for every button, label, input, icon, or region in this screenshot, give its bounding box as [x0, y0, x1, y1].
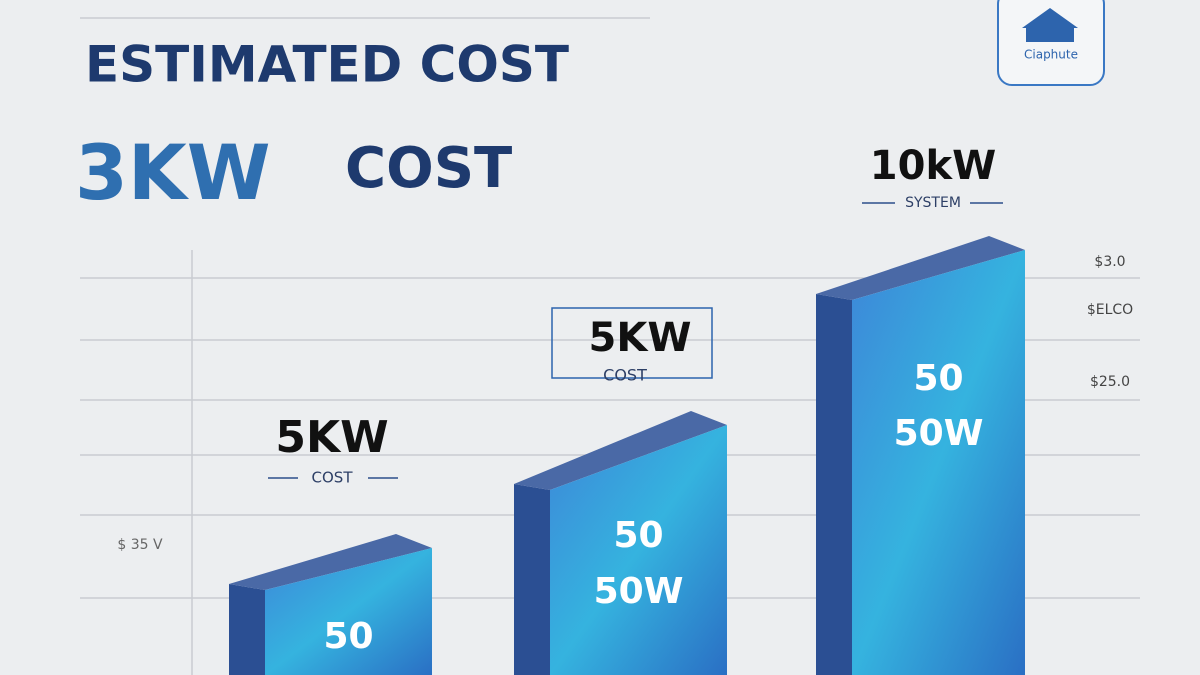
label-box: [551, 307, 713, 379]
bar-text: 50: [613, 515, 663, 556]
title: ESTIMATED COST: [85, 36, 569, 94]
caption-lines: [268, 202, 1003, 479]
size-label: 3KW: [75, 128, 271, 217]
bar-top: [514, 411, 727, 490]
bar-caption: SYSTEM: [905, 195, 961, 211]
price-label: $ 35 V: [117, 537, 163, 553]
bar-front: [550, 425, 727, 675]
bar-side: [229, 584, 265, 675]
bar-front: [265, 548, 432, 675]
bar-top: [229, 534, 432, 590]
bar-heading: 5KW: [589, 315, 692, 361]
logo: Ciaphute: [997, 0, 1105, 86]
price-label: $25.0: [1090, 374, 1130, 390]
bar-caption: COST: [603, 366, 647, 385]
bar-caption: COST: [312, 469, 354, 487]
logo-text: Ciaphute: [1024, 48, 1078, 62]
bar-side: [816, 294, 852, 675]
cost-label: COST: [345, 136, 512, 201]
price-label: $ELCO: [1087, 302, 1133, 318]
bar-text: 50W: [594, 571, 684, 612]
bar-text: 50: [323, 616, 373, 657]
bar-heading: 5KW: [275, 412, 388, 463]
bar-side: [514, 484, 550, 675]
bar-heading: 10kW: [870, 143, 996, 189]
price-label: $3.0: [1094, 254, 1125, 270]
bar-text: 50: [913, 358, 963, 399]
bar-text: 50W: [894, 413, 984, 454]
bar-top: [816, 236, 1025, 300]
bar-front: [852, 250, 1025, 675]
